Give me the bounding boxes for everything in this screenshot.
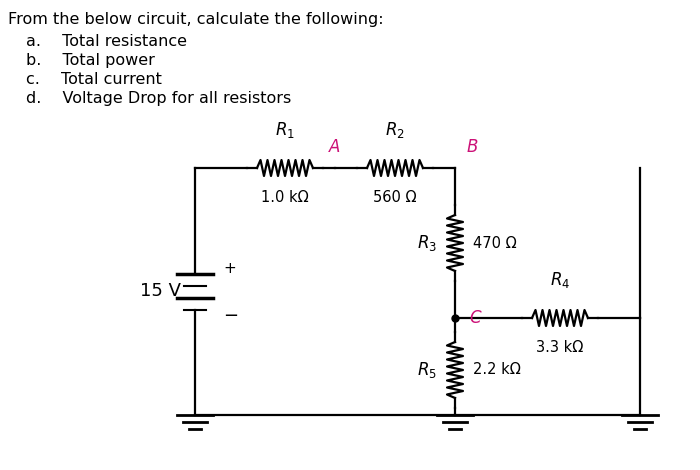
Text: C: C [469, 309, 481, 327]
Text: +: + [223, 261, 236, 276]
Text: b.  Total power: b. Total power [26, 53, 155, 68]
Text: 470 Ω: 470 Ω [473, 235, 517, 251]
Text: 560 Ω: 560 Ω [373, 190, 416, 205]
Text: 1.0 kΩ: 1.0 kΩ [261, 190, 309, 205]
Text: From the below circuit, calculate the following:: From the below circuit, calculate the fo… [8, 12, 384, 27]
Text: $R_4$: $R_4$ [550, 270, 570, 290]
Text: B: B [467, 138, 478, 156]
Text: $R_2$: $R_2$ [385, 120, 405, 140]
Text: 15 V: 15 V [140, 282, 181, 300]
Text: $R_1$: $R_1$ [275, 120, 295, 140]
Text: d.  Voltage Drop for all resistors: d. Voltage Drop for all resistors [26, 91, 291, 106]
Text: a.  Total resistance: a. Total resistance [26, 34, 187, 49]
Text: c.  Total current: c. Total current [26, 72, 162, 87]
Text: 2.2 kΩ: 2.2 kΩ [473, 362, 521, 377]
Text: $R_5$: $R_5$ [417, 360, 437, 380]
Text: $R_3$: $R_3$ [417, 233, 437, 253]
Text: 3.3 kΩ: 3.3 kΩ [536, 340, 584, 355]
Text: A: A [329, 138, 341, 156]
Text: −: − [223, 306, 238, 324]
